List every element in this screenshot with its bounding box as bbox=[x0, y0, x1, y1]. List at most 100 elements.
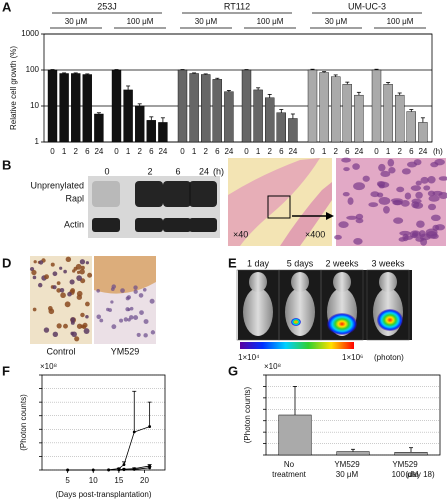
bar bbox=[82, 74, 93, 143]
stained-cell bbox=[52, 331, 59, 337]
series-label: 100 μM bbox=[387, 17, 414, 26]
blot-band bbox=[189, 181, 217, 207]
stained-cell bbox=[80, 312, 85, 318]
stained-cell bbox=[72, 269, 76, 273]
nucleus bbox=[398, 237, 406, 242]
point bbox=[91, 468, 95, 472]
point bbox=[107, 468, 111, 472]
mouse-head bbox=[249, 272, 267, 292]
nucleus bbox=[410, 185, 422, 191]
nucleus bbox=[347, 197, 354, 205]
bar bbox=[276, 112, 286, 143]
stained-cell bbox=[70, 320, 75, 325]
bar bbox=[47, 69, 58, 143]
stained-cell bbox=[110, 287, 115, 291]
x-tick-label: 6 bbox=[409, 147, 414, 156]
nucleus bbox=[378, 184, 385, 189]
bar bbox=[224, 91, 234, 143]
bar bbox=[134, 105, 145, 143]
x-tick-label: 0 bbox=[180, 147, 185, 156]
nucleus bbox=[427, 190, 436, 197]
nucleus bbox=[411, 198, 422, 204]
series-label: 100 μM bbox=[127, 17, 154, 26]
stained-cell bbox=[79, 259, 86, 265]
nucleus bbox=[428, 195, 440, 202]
x-tick-label: 24 bbox=[158, 147, 167, 156]
plot-frame bbox=[41, 374, 166, 471]
nucleus bbox=[438, 176, 447, 181]
condition-label: YM529 bbox=[111, 346, 140, 356]
x-tick-label: YM529 bbox=[392, 460, 418, 469]
stained-cell bbox=[74, 336, 80, 342]
group-label: 253J bbox=[97, 1, 117, 11]
stained-cell bbox=[126, 295, 132, 300]
mouse-head bbox=[333, 272, 351, 292]
y-multiplier: ×10⁸ bbox=[40, 362, 57, 371]
timepoint-label: 1 day bbox=[247, 258, 270, 268]
nucleus bbox=[415, 191, 423, 199]
nucleus bbox=[390, 198, 403, 203]
bar bbox=[406, 111, 416, 143]
nucleus bbox=[352, 163, 360, 170]
timepoint-label: 5 days bbox=[287, 258, 314, 268]
stained-cell bbox=[37, 282, 43, 288]
stained-cell bbox=[96, 314, 102, 320]
nucleus bbox=[342, 192, 350, 197]
y-axis-label: (Photon counts) bbox=[243, 386, 252, 443]
x-tick-label: 2 bbox=[137, 147, 142, 156]
bar bbox=[354, 94, 364, 143]
bar bbox=[70, 73, 81, 143]
nucleus bbox=[338, 221, 349, 229]
stained-cell bbox=[123, 317, 129, 322]
nucleus bbox=[412, 202, 424, 209]
panel-label: B bbox=[2, 157, 11, 172]
x-tick-label: 6 bbox=[279, 147, 284, 156]
stained-cell bbox=[48, 308, 55, 315]
blot-band bbox=[135, 181, 163, 207]
x-axis-label: (Days post-transplantation) bbox=[55, 490, 151, 499]
lane-label: 6 bbox=[175, 166, 180, 176]
panel-label: A bbox=[2, 0, 12, 14]
nucleus bbox=[341, 157, 351, 163]
x-tick-label: 0 bbox=[374, 147, 379, 156]
x-tick-label: 6 bbox=[215, 147, 220, 156]
y-tick-label: 1 bbox=[35, 137, 40, 146]
stained-cell bbox=[79, 268, 85, 275]
nucleus bbox=[387, 158, 395, 167]
panel-label: D bbox=[2, 255, 11, 270]
stained-cell bbox=[99, 318, 104, 323]
nucleus bbox=[334, 234, 342, 240]
x-tick-label: 1 bbox=[256, 147, 261, 156]
stained-cell bbox=[33, 260, 37, 264]
stained-cell bbox=[52, 271, 58, 277]
lane-label: 24 bbox=[199, 166, 209, 176]
mouse-head bbox=[291, 272, 309, 292]
x-tick-label: YM529 bbox=[334, 460, 360, 469]
series-label: 30 μM bbox=[65, 17, 88, 26]
stained-cell bbox=[56, 281, 61, 285]
nucleus bbox=[409, 230, 421, 239]
bar bbox=[158, 122, 168, 143]
stained-cell bbox=[139, 310, 144, 315]
bar bbox=[395, 94, 405, 143]
signal bbox=[377, 309, 403, 331]
bar bbox=[383, 84, 393, 143]
bar bbox=[177, 69, 188, 143]
stained-cell bbox=[71, 331, 77, 338]
scale-min: 1×10⁴ bbox=[238, 353, 260, 362]
stained-cell bbox=[149, 298, 155, 304]
stained-cell bbox=[120, 288, 125, 293]
scale-max: 1×10⁶ bbox=[342, 353, 363, 362]
x-tick-label: 20 bbox=[140, 476, 149, 485]
stained-cell bbox=[44, 274, 49, 280]
nucleus bbox=[355, 213, 364, 220]
tissue bbox=[228, 158, 320, 246]
lane-label: 0 bbox=[104, 166, 109, 176]
x-tick-label: 2 bbox=[397, 147, 402, 156]
bar bbox=[111, 69, 122, 143]
color-scale bbox=[240, 342, 354, 349]
signal bbox=[291, 318, 301, 326]
nucleus bbox=[427, 175, 436, 184]
x-unit: (h) bbox=[433, 147, 443, 156]
nucleus bbox=[400, 199, 410, 207]
